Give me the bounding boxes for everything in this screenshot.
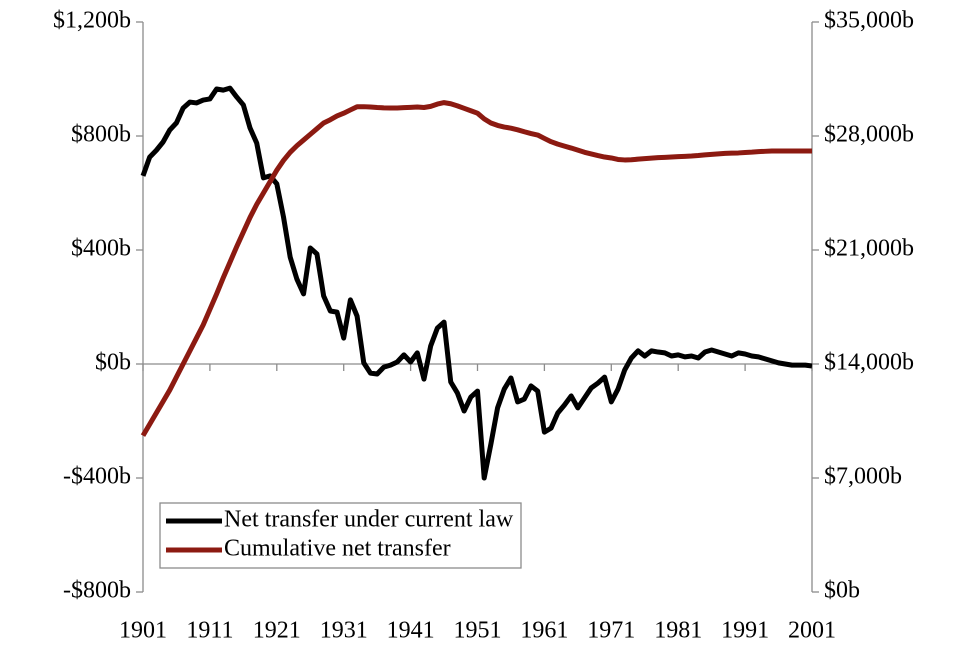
x-tick-label: 1931 — [320, 618, 368, 644]
y2-tick-label: $35,000b — [824, 8, 914, 34]
y-tick-label: $800b — [71, 122, 131, 148]
y2-tick-label: $21,000b — [824, 236, 914, 262]
x-tick-label: 1921 — [253, 618, 301, 644]
y2-tick-label: $0b — [824, 578, 860, 604]
y-tick-label: -$800b — [63, 578, 131, 604]
legend-label: Net transfer under current law — [224, 507, 514, 533]
x-tick-label: 1951 — [454, 618, 502, 644]
legend-box — [159, 502, 522, 569]
x-tick-label: 1901 — [119, 618, 167, 644]
series-line — [140, 100, 812, 437]
y-tick-label: $1,200b — [53, 8, 131, 34]
x-tick-label: 1911 — [186, 618, 233, 644]
y-tick-label: $0b — [95, 350, 131, 376]
x-tick-label: 1991 — [721, 618, 769, 644]
y-tick-label: $400b — [71, 236, 131, 262]
y2-tick-label: $7,000b — [824, 464, 902, 490]
y2-tick-label: $14,000b — [824, 350, 914, 376]
y2-tick-label: $28,000b — [824, 122, 914, 148]
x-tick-label: 1981 — [654, 618, 702, 644]
series-line — [140, 85, 813, 481]
x-tick-label: 1971 — [587, 618, 635, 644]
x-tick-label: 1941 — [387, 618, 435, 644]
x-tick-label: 1961 — [520, 618, 568, 644]
y-tick-label: -$400b — [63, 464, 131, 490]
legend-label: Cumulative net transfer — [224, 536, 451, 562]
x-tick-label: 2001 — [788, 618, 836, 644]
